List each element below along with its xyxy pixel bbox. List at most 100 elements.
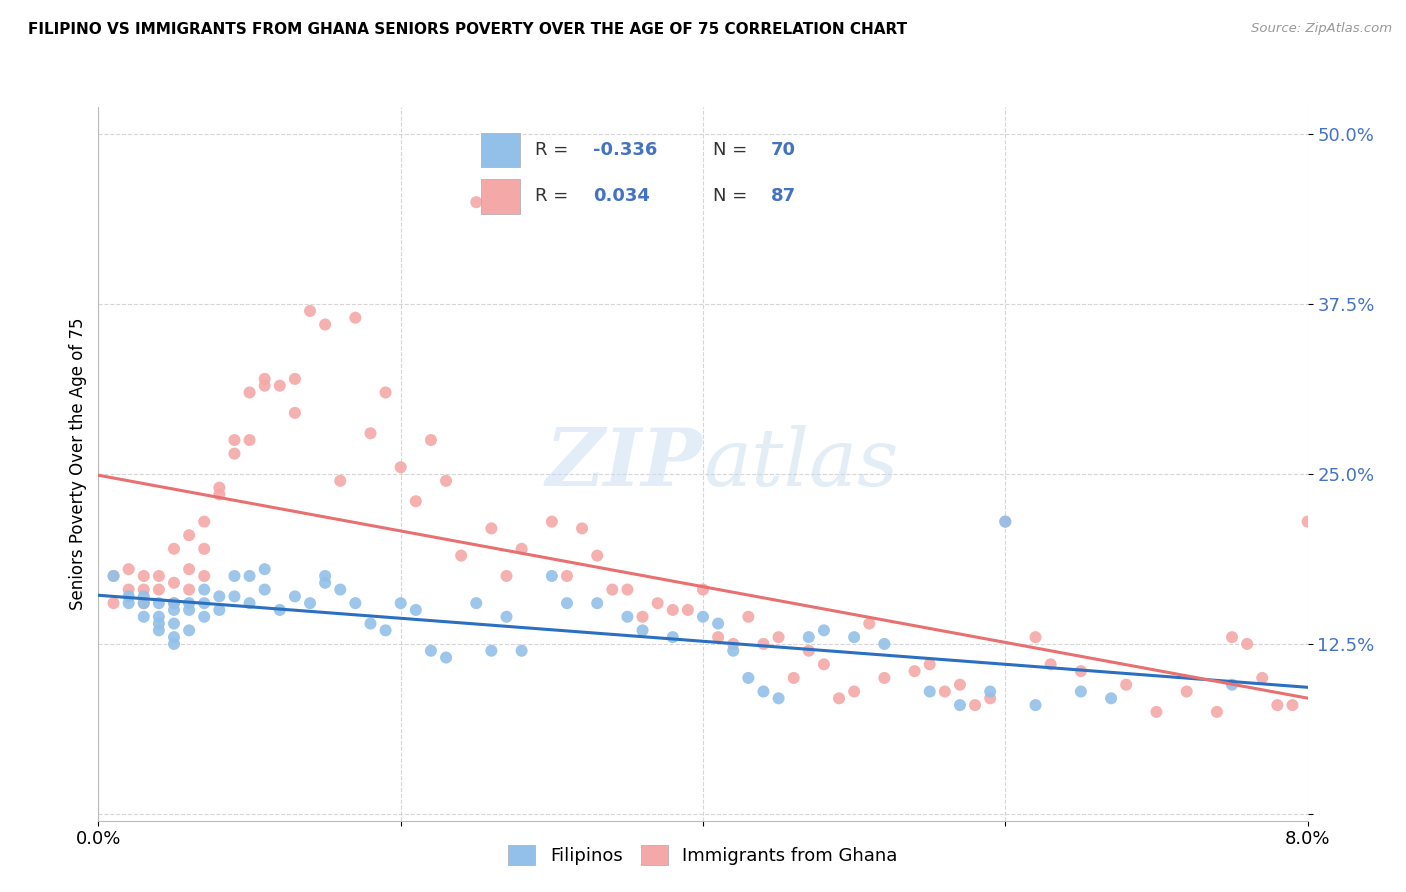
Point [707, 630, 730, 644]
Point [813, 624, 835, 638]
Point [797, 644, 820, 658]
Point [163, 575, 186, 590]
Point [873, 637, 896, 651]
Point [1099, 691, 1122, 706]
Point [103, 596, 125, 610]
Point [239, 569, 262, 583]
Point [193, 582, 215, 597]
Point [118, 582, 141, 597]
Point [179, 624, 201, 638]
Point [949, 678, 972, 692]
Point [692, 582, 714, 597]
Text: R =: R = [536, 187, 574, 205]
Point [132, 582, 155, 597]
Point [148, 616, 170, 631]
Point [495, 569, 517, 583]
Point [571, 521, 593, 535]
Point [844, 684, 866, 698]
Point [602, 582, 624, 597]
Point [253, 582, 276, 597]
Point [555, 596, 578, 610]
Point [208, 487, 231, 501]
Point [193, 515, 215, 529]
Point [586, 549, 609, 563]
Point [148, 609, 170, 624]
Point [1220, 678, 1243, 692]
Text: 87: 87 [772, 187, 796, 205]
Point [465, 596, 488, 610]
Point [434, 650, 457, 665]
Point [179, 596, 201, 610]
Point [723, 644, 745, 658]
Point [284, 590, 307, 604]
Point [676, 603, 699, 617]
Point [132, 596, 155, 610]
Point [510, 644, 533, 658]
Point [344, 310, 367, 325]
Point [329, 582, 352, 597]
Point [994, 515, 1017, 529]
FancyBboxPatch shape [481, 178, 520, 213]
Point [163, 637, 186, 651]
Point [450, 549, 472, 563]
Point [193, 609, 215, 624]
Point [314, 575, 336, 590]
Point [707, 616, 730, 631]
Point [1220, 630, 1243, 644]
Point [163, 596, 186, 610]
Point [299, 304, 322, 318]
Point [768, 630, 790, 644]
Point [374, 385, 396, 400]
Point [118, 562, 141, 576]
Point [148, 582, 170, 597]
Text: -0.336: -0.336 [593, 141, 658, 159]
Point [314, 318, 336, 332]
Point [253, 372, 276, 386]
Point [253, 562, 276, 576]
Point [1070, 684, 1092, 698]
Point [179, 603, 201, 617]
Point [103, 569, 125, 583]
Point [692, 609, 714, 624]
Point [103, 569, 125, 583]
Point [118, 596, 141, 610]
Point [239, 596, 262, 610]
Point [239, 433, 262, 447]
Point [479, 644, 503, 658]
Point [782, 671, 804, 685]
Point [132, 569, 155, 583]
Point [797, 630, 820, 644]
Point [224, 433, 246, 447]
Point [208, 481, 231, 495]
Point [994, 515, 1017, 529]
Point [344, 596, 367, 610]
Point [965, 698, 987, 712]
Point [1296, 515, 1319, 529]
Point [661, 630, 683, 644]
Point [179, 582, 201, 597]
Point [193, 596, 215, 610]
Point [1265, 698, 1288, 712]
Point [359, 426, 381, 441]
Point [1039, 657, 1062, 672]
Point [405, 494, 427, 508]
Point [284, 406, 307, 420]
Point [737, 609, 759, 624]
Point [737, 671, 759, 685]
Point [269, 378, 291, 392]
Point [903, 664, 925, 678]
Point [118, 590, 141, 604]
FancyBboxPatch shape [481, 133, 520, 168]
Point [1175, 684, 1198, 698]
Point [132, 596, 155, 610]
Point [148, 569, 170, 583]
Point [284, 372, 307, 386]
Point [389, 596, 412, 610]
Point [314, 569, 336, 583]
Point [768, 691, 790, 706]
Point [239, 385, 262, 400]
Point [253, 378, 276, 392]
Point [163, 541, 186, 556]
Point [1144, 705, 1167, 719]
Point [269, 603, 291, 617]
